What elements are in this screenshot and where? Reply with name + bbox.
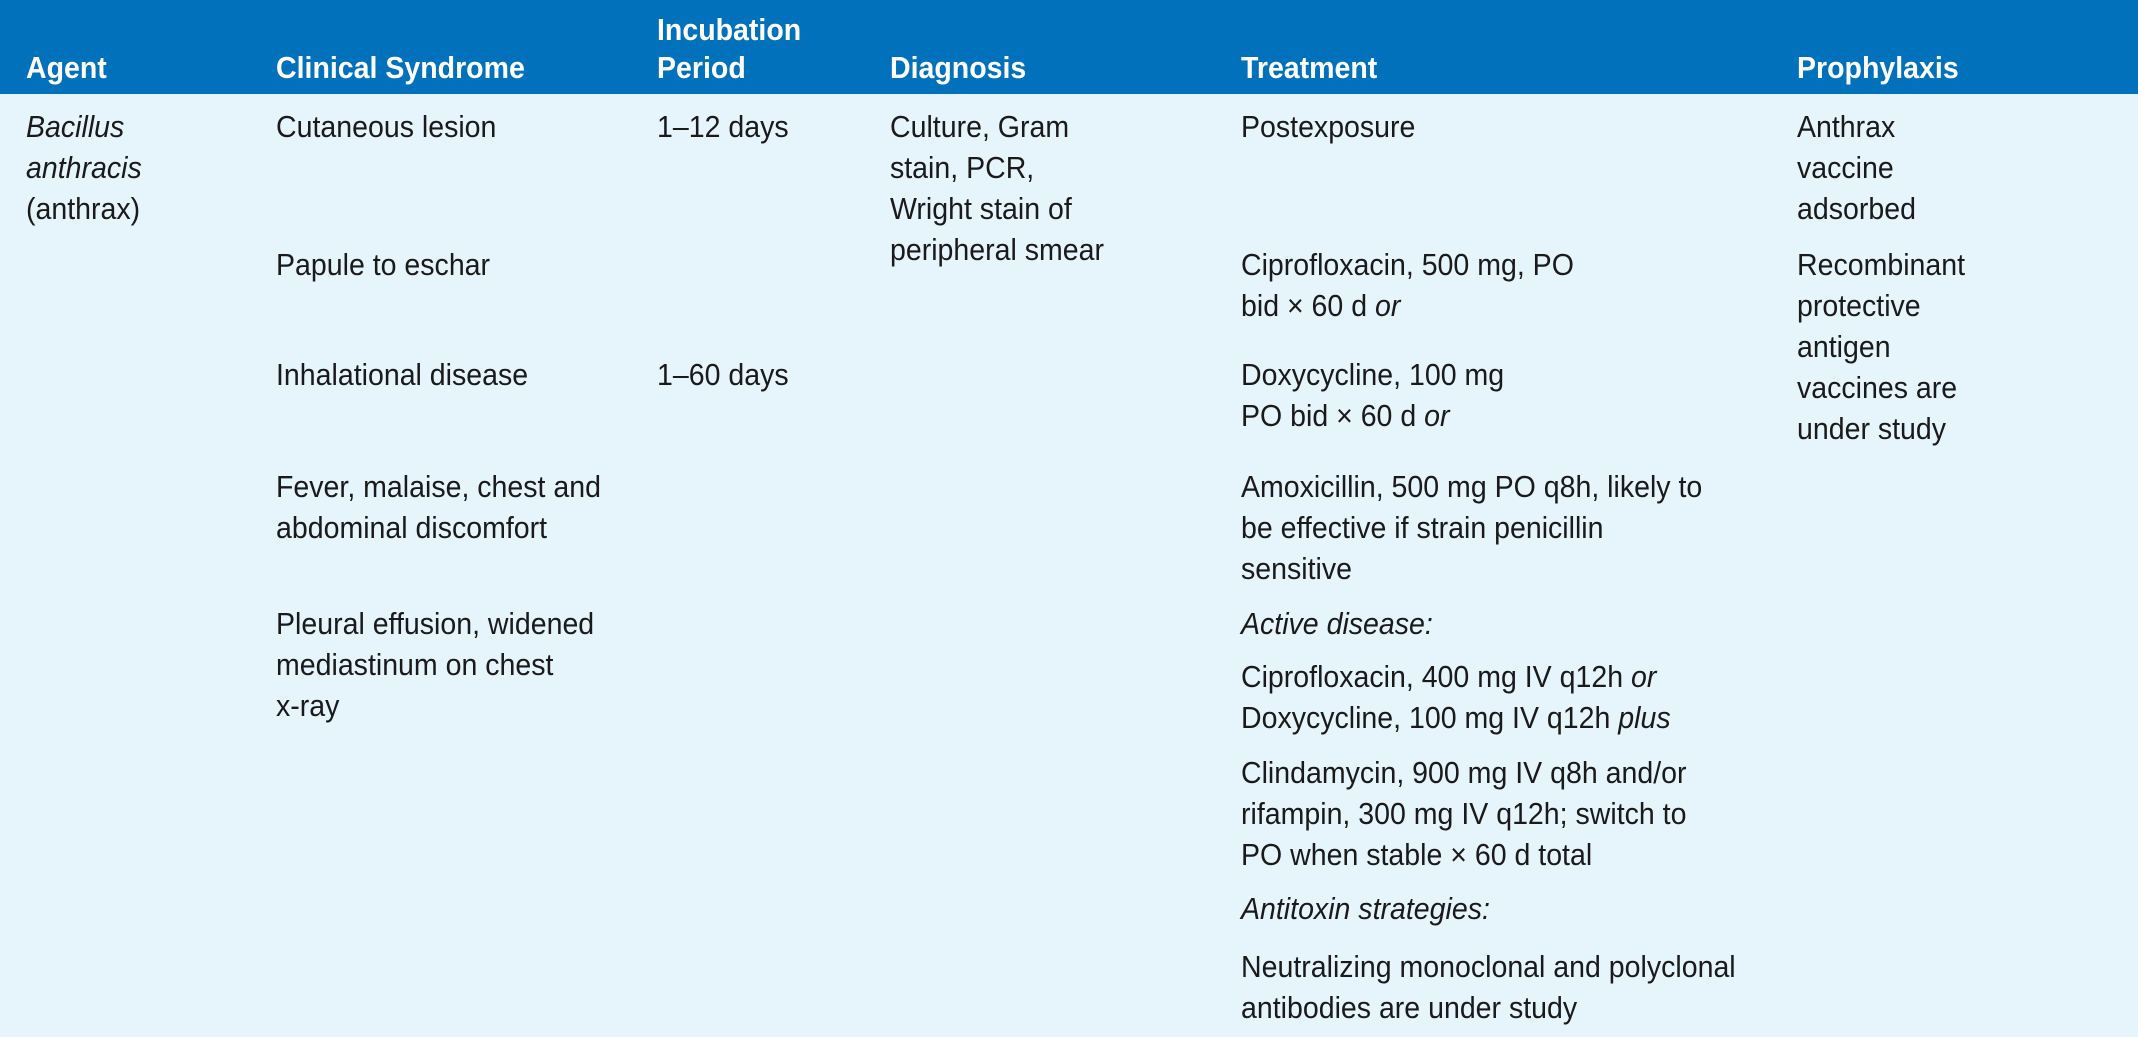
treatment-postexposure: Postexposure [1241,109,1416,144]
treatment-iv-regimen: Ciprofloxacin, 400 mg IV q12h or Doxycyc… [1241,659,1671,735]
agent-species: anthracis [26,150,142,185]
treatment-doxycycline-po: Doxycycline, 100 mg PO bid × 60 d or [1241,357,1505,433]
header-prophylaxis: Prophylaxis [1797,50,1959,85]
treatment-antibodies: Neutralizing monoclonal and polyclonal a… [1241,949,1736,1025]
header-incubation-line2: Period [657,50,746,85]
syndrome-papule: Papule to eschar [276,247,491,282]
syndrome-pleural: Pleural effusion, widened mediastinum on… [276,606,595,723]
header-treatment: Treatment [1241,50,1378,85]
treatment-amoxicillin: Amoxicillin, 500 mg PO q8h, likely to be… [1241,469,1703,586]
header-incubation-line1: Incubation [657,12,802,47]
header-clinical-syndrome: Clinical Syndrome [276,50,525,85]
header-diagnosis: Diagnosis [890,50,1027,85]
incubation-cutaneous: 1–12 days [657,109,789,144]
agent-genus: Bacillus [26,109,125,144]
incubation-inhalational: 1–60 days [657,357,789,392]
agent-cell: Bacillus anthracis (anthrax) [26,106,142,229]
treatment-clindamycin: Clindamycin, 900 mg IV q8h and/or rifamp… [1241,755,1687,872]
header-agent: Agent [26,50,107,85]
treatment-antitoxin-label: Antitoxin strategies: [1241,891,1490,926]
agent-common-name: (anthrax) [26,191,141,226]
treatment-ciprofloxacin-po: Ciprofloxacin, 500 mg, PO bid × 60 d or [1241,247,1574,323]
treatment-active-disease-label: Active disease: [1241,606,1433,641]
syndrome-cutaneous: Cutaneous lesion [276,109,497,144]
diagnosis-cell: Culture, Gram stain, PCR, Wright stain o… [890,109,1105,267]
syndrome-fever: Fever, malaise, chest and abdominal disc… [276,469,601,545]
syndrome-inhalational: Inhalational disease [276,357,529,392]
prophylaxis-recombinant: Recombinant protective antigen vaccines … [1797,247,1966,446]
table-header: Agent Clinical Syndrome Incubation Perio… [0,0,2138,94]
prophylaxis-anthrax-vaccine: Anthrax vaccine adsorbed [1797,109,1916,226]
